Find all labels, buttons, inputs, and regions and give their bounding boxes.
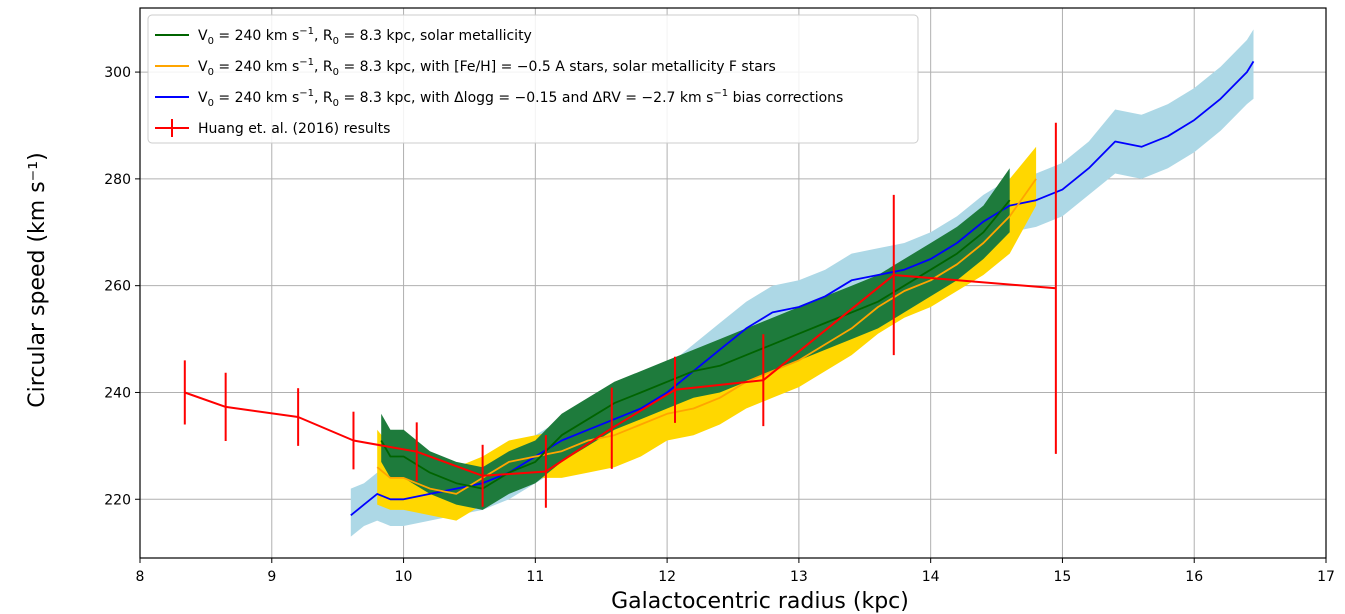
series-2-band: [381, 168, 1010, 510]
series-0-band: [350, 29, 1254, 537]
x-tick-label: 13: [790, 569, 808, 585]
legend-entry-1: V0 = 240 km s−1, R0 = 8.3 kpc, with [Fe/…: [198, 57, 776, 78]
legend: V0 = 240 km s−1, R0 = 8.3 kpc, solar met…: [147, 14, 919, 144]
x-tick-label: 10: [395, 569, 413, 585]
y-axis-label: Circular speed (km s⁻¹): [25, 152, 50, 407]
series-0-line: [350, 60, 1255, 516]
x-ticks: 8 9 10 11 12 13 14 15 16 17: [136, 558, 1335, 585]
y-tick-label: 280: [104, 172, 131, 188]
x-tick-label: 8: [136, 569, 145, 585]
series-3-line: [184, 274, 1056, 477]
series-lines: [184, 60, 1255, 516]
x-tick-label: 14: [922, 569, 940, 585]
y-tick-label: 300: [104, 65, 131, 81]
huang-errorbars: [183, 122, 1057, 508]
x-tick-label: 15: [1054, 569, 1072, 585]
y-tick-label: 220: [104, 492, 131, 508]
x-tick-label: 11: [526, 569, 544, 585]
legend-entry-0: V0 = 240 km s−1, R0 = 8.3 kpc, solar met…: [198, 26, 532, 47]
y-tick-label: 260: [104, 279, 131, 295]
plot-frame: [139, 7, 1327, 559]
x-tick-label: 9: [267, 569, 276, 585]
x-axis-label: Galactocentric radius (kpc): [611, 589, 909, 614]
error-bands: [350, 29, 1254, 537]
series-2-line: [380, 199, 1011, 490]
y-tick-label: 240: [104, 385, 131, 401]
legend-entry-3: Huang et. al. (2016) results: [198, 121, 390, 137]
legend-box: [147, 14, 919, 144]
y-ticks: 220 240 260 280 300: [104, 65, 140, 508]
x-tick-label: 12: [658, 569, 676, 585]
legend-entry-2: V0 = 240 km s−1, R0 = 8.3 kpc, with Δlog…: [198, 88, 843, 109]
x-tick-label: 17: [1317, 569, 1335, 585]
series-1-line: [376, 178, 1037, 495]
x-tick-label: 16: [1185, 569, 1203, 585]
